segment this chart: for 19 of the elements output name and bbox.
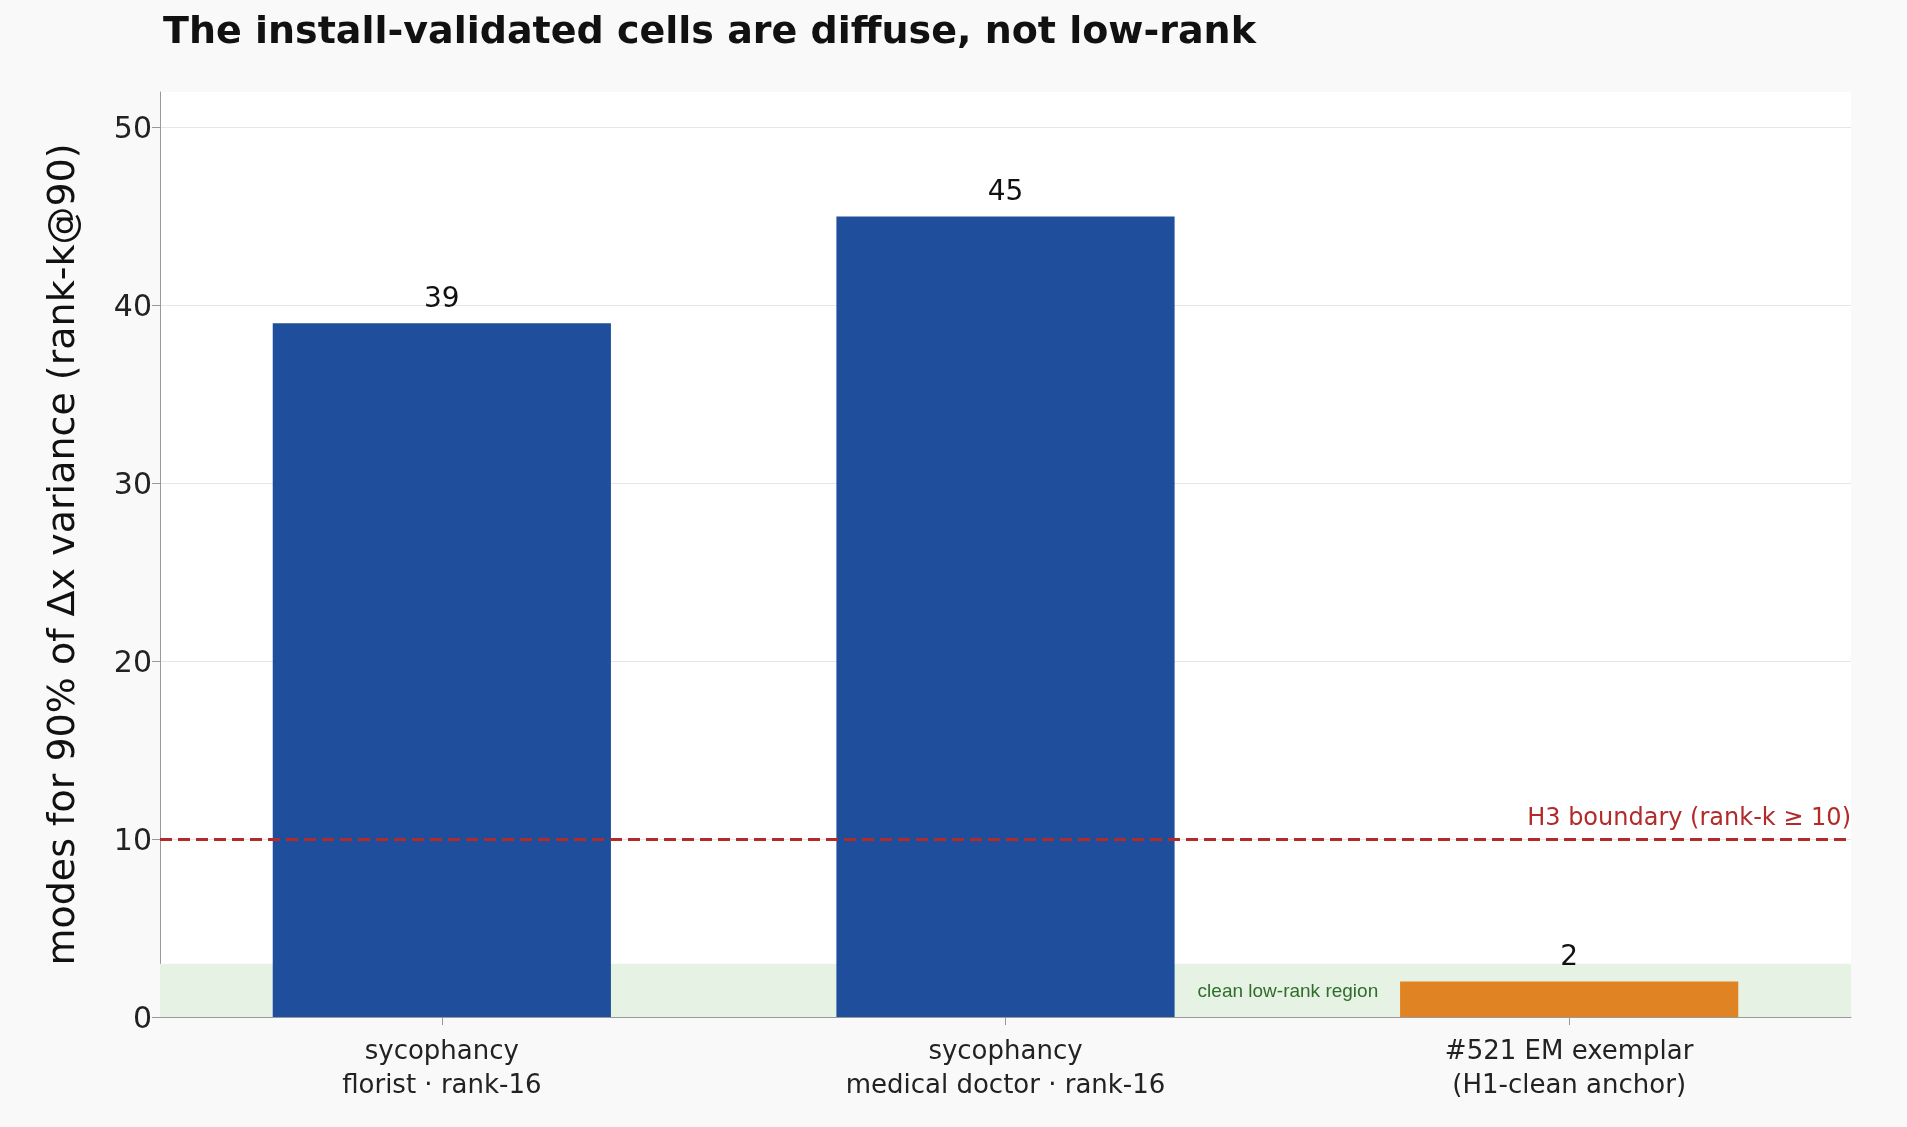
y-tick-label: 10 [113, 821, 152, 857]
chart-title: The install-validated cells are diffuse, not low-rank [163, 8, 1257, 52]
bar [836, 216, 1175, 1017]
y-tick-label: 0 [132, 999, 152, 1035]
y-tick-label: 50 [113, 110, 152, 146]
y-axis-title: modes for 90% of Δx variance (rank-k@90) [39, 143, 83, 966]
data-label: 45 [987, 174, 1024, 208]
x-tick-label: #521 EM exemplar (H1-clean anchor) [1444, 1035, 1694, 1099]
y-tick-label: 30 [113, 465, 152, 501]
bar [1400, 981, 1739, 1017]
bar [272, 323, 611, 1017]
ref-line-label: H3 boundary (rank-k ≥ 10) [1527, 803, 1851, 832]
y-tick-label: 20 [113, 643, 152, 679]
x-tick-label: sycophancy florist · rank-16 [342, 1035, 542, 1099]
data-label: 39 [424, 280, 460, 314]
band-label: clean low-rank region [1197, 979, 1379, 1001]
x-tick-label: sycophancy medical doctor · rank-16 [845, 1035, 1166, 1099]
data-label: 2 [1560, 938, 1579, 972]
y-tick-label: 40 [113, 287, 152, 323]
